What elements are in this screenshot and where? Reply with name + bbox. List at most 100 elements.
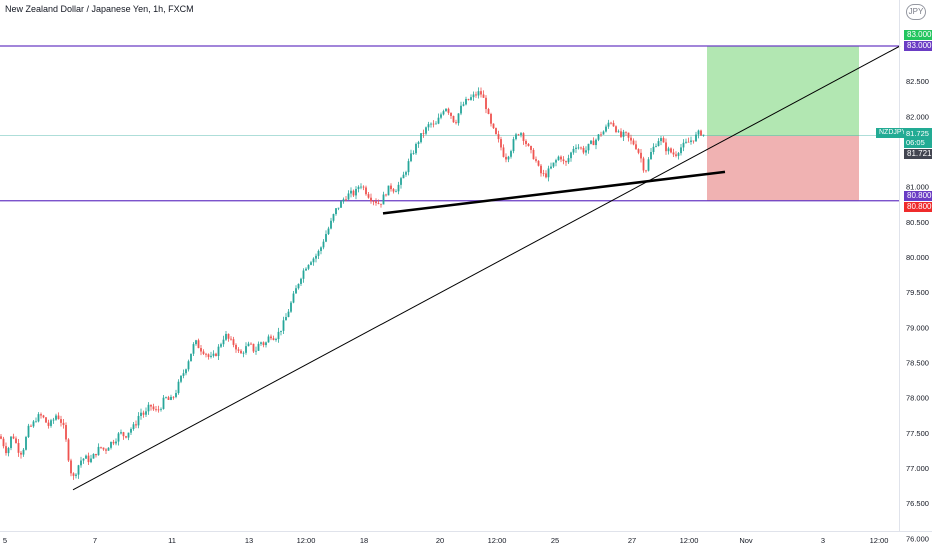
candle-body bbox=[390, 185, 392, 190]
candle-body bbox=[265, 342, 267, 346]
candle-body bbox=[475, 94, 477, 96]
candle-body bbox=[635, 144, 637, 150]
candle-body bbox=[690, 140, 692, 142]
candle-body bbox=[622, 131, 625, 137]
candle-body bbox=[465, 98, 467, 105]
candle-body bbox=[632, 140, 635, 145]
candle-body bbox=[392, 189, 395, 192]
candle-body bbox=[172, 396, 175, 398]
candle-body bbox=[542, 173, 545, 175]
time-tick-label: 3 bbox=[821, 536, 825, 545]
candle-body bbox=[565, 161, 567, 163]
candle-body bbox=[687, 141, 690, 143]
candle-body bbox=[375, 201, 377, 204]
candle-body bbox=[665, 142, 667, 152]
candle-body bbox=[85, 455, 87, 459]
profit-zone bbox=[707, 46, 859, 136]
candle-body bbox=[47, 422, 50, 426]
candle-body bbox=[330, 220, 332, 229]
candle-body bbox=[52, 419, 55, 421]
candle-body bbox=[2, 438, 5, 447]
candle-body bbox=[107, 447, 110, 451]
candle-body bbox=[657, 141, 660, 147]
candle-body bbox=[135, 424, 137, 426]
candle-body bbox=[82, 458, 85, 461]
candle-body bbox=[645, 170, 647, 172]
candle-body bbox=[640, 152, 642, 159]
candle-body bbox=[675, 154, 677, 156]
candle-body bbox=[620, 131, 622, 137]
candle-body bbox=[202, 351, 205, 354]
candle-body bbox=[407, 161, 410, 173]
candle-body bbox=[185, 369, 187, 374]
trend-lines bbox=[72, 45, 901, 491]
candle-body bbox=[477, 91, 480, 96]
candle-body bbox=[145, 411, 147, 415]
candle-body bbox=[355, 189, 357, 196]
candle-body bbox=[385, 194, 387, 196]
candle-body bbox=[250, 343, 252, 345]
candle-body bbox=[627, 132, 630, 138]
price-tick-label: 78.500 bbox=[906, 359, 929, 368]
candle-body bbox=[655, 146, 657, 147]
candle-body bbox=[215, 353, 217, 356]
candle-body bbox=[97, 446, 100, 456]
candle-body bbox=[420, 133, 422, 143]
candle-body bbox=[222, 339, 225, 345]
candle-body bbox=[5, 446, 7, 454]
candle-body bbox=[515, 134, 517, 140]
candle-body bbox=[25, 437, 27, 450]
time-tick-label: 18 bbox=[360, 536, 368, 545]
candle-body bbox=[227, 333, 230, 339]
candle-body bbox=[245, 346, 247, 353]
close-price-badge: 81.721 bbox=[904, 149, 932, 159]
candle-body bbox=[162, 397, 165, 409]
candle-body bbox=[357, 186, 360, 190]
candle-body bbox=[210, 355, 212, 357]
position-zones bbox=[0, 46, 900, 201]
candle-body bbox=[12, 436, 15, 439]
candle-body bbox=[592, 140, 595, 146]
currency-badge[interactable]: JPY bbox=[906, 4, 926, 20]
candle-body bbox=[397, 184, 400, 192]
candle-body bbox=[672, 152, 675, 155]
candle-body bbox=[310, 262, 312, 265]
candle-body bbox=[272, 338, 275, 340]
candle-body bbox=[57, 415, 60, 420]
candle-body bbox=[55, 415, 57, 420]
candle-body bbox=[652, 146, 655, 152]
price-tick-label: 82.500 bbox=[906, 77, 929, 86]
candle-body bbox=[555, 160, 557, 163]
candle-body bbox=[65, 425, 67, 440]
price-tick-label: 79.000 bbox=[906, 323, 929, 332]
candle-body bbox=[95, 453, 97, 456]
candle-body bbox=[67, 439, 70, 461]
candle-body bbox=[182, 373, 185, 376]
price-tick-label: 80.000 bbox=[906, 253, 929, 262]
candle-body bbox=[15, 438, 17, 444]
candle-body bbox=[432, 123, 435, 125]
loss-zone bbox=[707, 135, 859, 201]
candle-body bbox=[560, 156, 562, 160]
candle-body bbox=[327, 228, 330, 235]
candle-body bbox=[370, 197, 372, 202]
candle-body bbox=[252, 343, 255, 352]
candle-body bbox=[30, 425, 32, 427]
candle-body bbox=[512, 139, 515, 152]
candle-body bbox=[450, 112, 452, 116]
candle-body bbox=[220, 344, 222, 347]
candle-body bbox=[225, 333, 227, 340]
candle-body bbox=[257, 343, 260, 351]
candle-body bbox=[242, 352, 245, 354]
candle-body bbox=[545, 173, 547, 178]
candle-body bbox=[302, 270, 305, 279]
candle-body bbox=[547, 168, 550, 178]
candle-body bbox=[442, 111, 445, 115]
candle-body bbox=[92, 453, 95, 459]
candle-body bbox=[582, 147, 585, 153]
candle-body bbox=[415, 143, 417, 154]
candle-body bbox=[102, 447, 105, 450]
candle-body bbox=[170, 396, 172, 400]
